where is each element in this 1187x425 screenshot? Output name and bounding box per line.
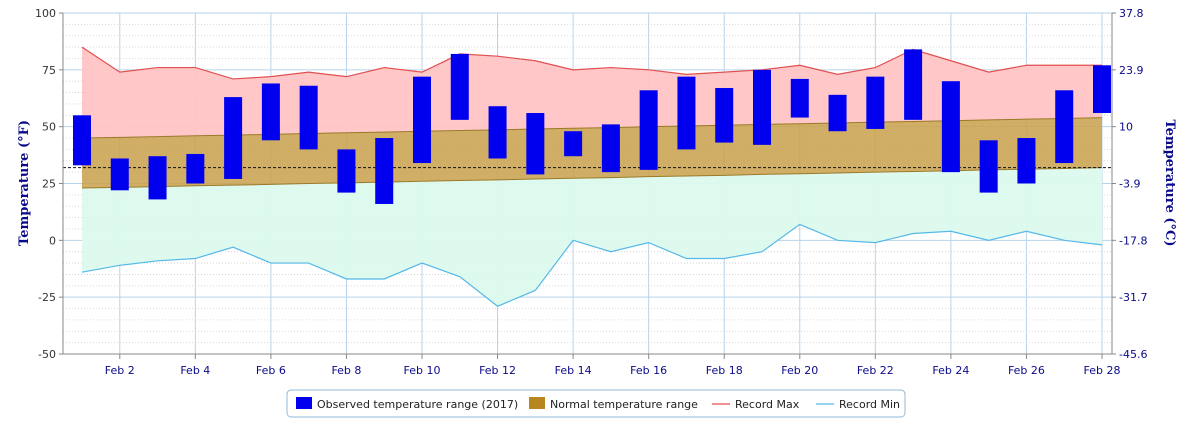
y-left-tick-label: 75 xyxy=(42,64,56,77)
observed-bar xyxy=(224,97,243,179)
observed-bar xyxy=(904,49,923,120)
y-left-label: Temperature (°F) xyxy=(17,120,32,246)
y-right-tick-label: 10 xyxy=(1119,121,1133,134)
y-left-tick-label: 100 xyxy=(35,7,56,20)
legend-label-record-min: Record Min xyxy=(839,398,900,411)
observed-bar xyxy=(186,153,205,184)
observed-bar xyxy=(1055,90,1074,164)
legend-swatch-normal xyxy=(529,397,545,409)
x-tick-label: Feb 8 xyxy=(331,364,361,377)
legend-label-observed: Observed temperature range (2017) xyxy=(317,398,518,411)
observed-bar xyxy=(979,140,998,193)
y-left-tick-label: 0 xyxy=(49,234,56,247)
x-tick-label: Feb 4 xyxy=(180,364,210,377)
y-left-tick-label: 50 xyxy=(42,121,56,134)
observed-bar xyxy=(715,88,734,143)
y-right-tick-label: 23.9 xyxy=(1119,64,1144,77)
x-tick-label: Feb 10 xyxy=(404,364,441,377)
x-tick-label: Feb 22 xyxy=(857,364,894,377)
x-tick-label: Feb 2 xyxy=(105,364,135,377)
x-tick-label: Feb 18 xyxy=(706,364,743,377)
y-right-label: Temperature (°C) xyxy=(1162,119,1177,246)
observed-bar xyxy=(375,138,394,204)
observed-bar xyxy=(677,76,696,150)
observed-bar xyxy=(1017,138,1036,184)
x-tick-label: Feb 20 xyxy=(781,364,818,377)
observed-bar xyxy=(828,94,847,132)
y-right-tick-label: -17.8 xyxy=(1119,234,1147,247)
observed-bar xyxy=(413,76,431,164)
record-max-area xyxy=(82,47,1102,139)
normal-low-line xyxy=(81,167,1103,189)
record-min-area xyxy=(82,167,1102,307)
y-right-tick-label: -45.6 xyxy=(1119,348,1147,361)
normal-high-line xyxy=(81,117,1103,139)
legend-box xyxy=(286,389,906,418)
observed-bar xyxy=(261,83,280,141)
legend: Observed temperature range (2017) Normal… xyxy=(286,389,906,418)
y-left-tick-label: -25 xyxy=(38,291,56,304)
y-right-tick-label: -31.7 xyxy=(1119,291,1147,304)
legend-label-normal: Normal temperature range xyxy=(550,398,698,411)
normal-range-area xyxy=(82,117,1102,189)
observed-bar xyxy=(526,113,545,175)
observed-bar xyxy=(866,76,885,129)
y-left-tick-label: -50 xyxy=(38,348,56,361)
x-tick-label: Feb 16 xyxy=(630,364,667,377)
x-tick-label: Feb 28 xyxy=(1084,364,1121,377)
record-min-line xyxy=(81,223,1103,307)
axes: 100 75 50 25 0 -25 -50 37.8 23.9 10 -3.9 -17.8 -31.7… xyxy=(35,7,1147,377)
observed-bars xyxy=(73,49,1111,204)
observed-bar xyxy=(639,90,658,170)
y-right-tick-label: -3.9 xyxy=(1119,178,1140,191)
areas xyxy=(63,46,1112,307)
y-left-tick-label: 25 xyxy=(42,178,56,191)
observed-bar xyxy=(488,106,507,159)
observed-bar xyxy=(337,149,356,193)
x-tick-label: Feb 26 xyxy=(1008,364,1045,377)
observed-bar xyxy=(790,78,809,118)
observed-bar xyxy=(73,115,91,166)
x-tick-label: Feb 6 xyxy=(256,364,286,377)
observed-bar xyxy=(450,53,469,120)
observed-bar xyxy=(941,81,960,173)
observed-bar xyxy=(753,69,771,145)
observed-bar xyxy=(601,124,620,173)
observed-bar xyxy=(110,158,129,191)
observed-bar xyxy=(148,156,167,200)
observed-bar xyxy=(1093,65,1111,114)
x-tick-label: Feb 24 xyxy=(932,364,969,377)
record-max-line xyxy=(81,46,1102,80)
x-tick-label: Feb 12 xyxy=(479,364,516,377)
observed-bar xyxy=(299,85,318,150)
observed-bar xyxy=(564,131,583,157)
x-tick-label: Feb 14 xyxy=(555,364,592,377)
legend-label-record-max: Record Max xyxy=(735,398,800,411)
y-right-tick-label: 37.8 xyxy=(1119,7,1144,20)
legend-swatch-observed xyxy=(296,397,312,409)
